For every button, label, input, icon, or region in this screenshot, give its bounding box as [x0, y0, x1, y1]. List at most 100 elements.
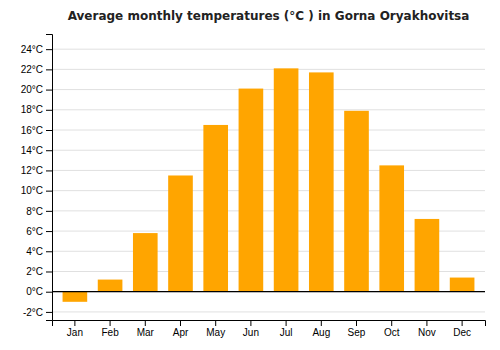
y-tick: 20°C	[21, 84, 52, 95]
y-tick-label: 4°C	[26, 246, 43, 257]
x-tick-mark	[74, 320, 75, 326]
chart: Average monthly temperatures (°C ) in Go…	[0, 0, 500, 350]
y-tick-mark	[46, 90, 52, 91]
x-tick: Nov	[418, 320, 436, 338]
x-tick-label: Aug	[312, 327, 330, 338]
y-tick: 2°C	[26, 266, 52, 277]
x-tick: Oct	[384, 320, 400, 338]
plot-area	[52, 68, 485, 301]
y-tick: 16°C	[21, 125, 52, 136]
grid-line	[52, 89, 485, 90]
y-tick-label: -2°C	[23, 307, 43, 318]
y-tick-label: 24°C	[21, 44, 43, 55]
x-axis-line	[53, 321, 486, 327]
x-tick-mark	[110, 320, 111, 326]
bar	[344, 111, 369, 292]
y-tick-mark	[46, 49, 52, 50]
x-tick-label: Oct	[384, 327, 400, 338]
x-tick: Apr	[173, 320, 189, 338]
x-tick-mark	[391, 320, 392, 326]
bar	[450, 278, 475, 292]
x-tick: Feb	[101, 320, 119, 338]
y-tick-mark	[46, 251, 52, 252]
x-tick: May	[206, 320, 225, 338]
y-tick-label: 12°C	[21, 165, 43, 176]
y-tick: 8°C	[26, 206, 52, 217]
y-tick-label: 18°C	[21, 104, 43, 115]
y-tick: 10°C	[21, 185, 52, 196]
y-tick: -2°C	[23, 307, 52, 318]
x-tick-label: Feb	[101, 327, 119, 338]
y-tick-label: 2°C	[26, 266, 43, 277]
grid-line	[52, 190, 485, 191]
x-tick-label: Jun	[243, 327, 259, 338]
y-tick-mark	[46, 292, 52, 293]
x-tick-label: Dec	[453, 327, 471, 338]
y-tick: 22°C	[21, 64, 52, 75]
bar	[239, 89, 264, 292]
x-tick-mark	[321, 320, 322, 326]
bar	[415, 219, 440, 292]
y-tick-label: 0°C	[26, 286, 43, 297]
x-tick-label: Jul	[280, 327, 293, 338]
bar	[168, 175, 193, 291]
y-tick-mark	[46, 191, 52, 192]
bar	[379, 165, 404, 291]
bar	[309, 72, 334, 291]
y-tick-mark	[46, 271, 52, 272]
x-tick: Dec	[453, 320, 471, 338]
x-tick-label: Mar	[137, 327, 155, 338]
y-tick-mark	[46, 69, 52, 70]
x-tick-mark	[426, 320, 427, 326]
y-tick-label: 22°C	[21, 64, 43, 75]
bar	[98, 280, 123, 292]
x-tick-label: Sep	[348, 327, 366, 338]
zero-line	[52, 291, 485, 292]
y-axis: -2°C 0°C 2°C 4°C 6°C 8°C 10°C 12°C 14°C 16°C 18°C 2…	[21, 35, 53, 321]
x-tick: Sep	[348, 320, 366, 338]
y-tick: 14°C	[21, 145, 52, 156]
y-tick-mark	[46, 312, 52, 313]
y-tick-mark	[46, 130, 52, 131]
x-tick-mark	[356, 320, 357, 326]
x-tick-mark	[286, 320, 287, 326]
grid-line	[52, 69, 485, 70]
x-tick: Mar	[137, 320, 155, 338]
grid-line	[52, 150, 485, 151]
grid-line	[52, 130, 485, 131]
x-tick-mark	[145, 320, 146, 326]
title: Average monthly temperatures (°C ) in Go…	[68, 9, 470, 23]
y-tick-label: 6°C	[26, 226, 43, 237]
y-tick: 12°C	[21, 165, 52, 176]
y-tick: 4°C	[26, 246, 52, 257]
y-tick-label: 8°C	[26, 206, 43, 217]
grid-line	[52, 311, 485, 312]
y-tick: 24°C	[21, 44, 52, 55]
x-tick-label: Nov	[418, 327, 436, 338]
y-axis-line	[46, 35, 53, 321]
x-tick: Jul	[280, 320, 293, 338]
bar	[133, 233, 158, 292]
y-tick-mark	[46, 110, 52, 111]
x-tick-mark	[215, 320, 216, 326]
y-tick-label: 10°C	[21, 185, 43, 196]
y-tick: 0°C	[26, 286, 52, 297]
y-tick-label: 14°C	[21, 145, 43, 156]
y-tick: 6°C	[26, 226, 52, 237]
x-tick-label: May	[206, 327, 225, 338]
grid-line	[52, 291, 485, 292]
grid-line	[52, 210, 485, 211]
x-tick-mark	[180, 320, 181, 326]
bar	[274, 68, 299, 291]
grid-line	[52, 170, 485, 171]
x-tick-label: Jan	[67, 327, 83, 338]
x-tick: Jun	[243, 320, 259, 338]
y-tick: 18°C	[21, 104, 52, 115]
x-tick: Jan	[67, 320, 83, 338]
y-tick-mark	[46, 231, 52, 232]
grid	[52, 49, 485, 312]
x-axis: Jan Feb Mar Apr May Jun Jul Aug Sep Oct Nov Dec	[53, 320, 486, 338]
grid-line	[52, 49, 485, 50]
y-tick-mark	[46, 150, 52, 151]
x-tick-label: Apr	[173, 327, 189, 338]
